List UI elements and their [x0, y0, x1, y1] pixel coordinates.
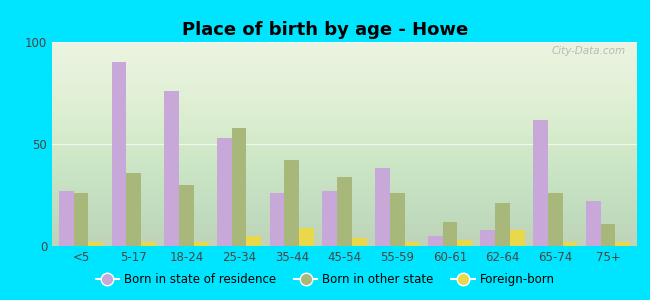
Bar: [59, 191, 73, 246]
Bar: [390, 193, 404, 246]
Bar: [495, 203, 510, 246]
Bar: [88, 242, 103, 246]
Bar: [480, 230, 495, 246]
Bar: [141, 242, 156, 246]
Bar: [601, 224, 616, 246]
Bar: [126, 172, 141, 246]
Bar: [73, 193, 88, 246]
Bar: [322, 191, 337, 246]
Bar: [533, 119, 548, 246]
Bar: [299, 228, 314, 246]
Bar: [404, 242, 419, 246]
Bar: [563, 242, 577, 246]
Bar: [112, 62, 126, 246]
Legend: Born in state of residence, Born in other state, Foreign-born: Born in state of residence, Born in othe…: [91, 269, 559, 291]
Bar: [179, 185, 194, 246]
Text: City-Data.com: City-Data.com: [551, 46, 625, 56]
Bar: [164, 91, 179, 246]
Bar: [194, 242, 209, 246]
Bar: [443, 221, 458, 246]
Bar: [548, 193, 563, 246]
Bar: [231, 128, 246, 246]
Bar: [458, 240, 472, 246]
Bar: [510, 230, 525, 246]
Bar: [428, 236, 443, 246]
Bar: [616, 242, 630, 246]
Text: Place of birth by age - Howe: Place of birth by age - Howe: [182, 21, 468, 39]
Bar: [246, 236, 261, 246]
Bar: [217, 138, 231, 246]
Bar: [375, 169, 390, 246]
Bar: [337, 177, 352, 246]
Bar: [270, 193, 285, 246]
Bar: [352, 238, 367, 246]
Bar: [285, 160, 299, 246]
Bar: [586, 201, 601, 246]
